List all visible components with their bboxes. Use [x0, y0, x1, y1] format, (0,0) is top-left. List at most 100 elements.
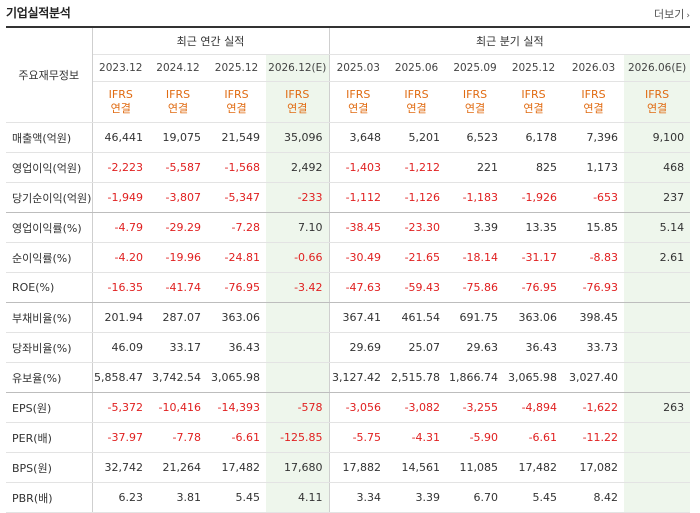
value-cell: -75.86: [446, 272, 505, 303]
row-label: BPS(원): [6, 452, 93, 483]
row-label: 매출액(억원): [6, 122, 93, 153]
value-cell: -2,223: [92, 152, 149, 183]
value-cell: 13.35: [504, 212, 564, 243]
more-link[interactable]: 더보기 ›: [654, 6, 690, 22]
value-cell: [624, 452, 691, 483]
value-cell: -31.17: [504, 242, 564, 273]
table-row: 영업이익률(%) -4.79 -29.29 -7.28 7.10 -38.45 -23.30…: [6, 212, 691, 243]
period-header: 2026.03: [563, 54, 625, 82]
row-label: 영업이익(억원): [6, 152, 93, 183]
basis-standard: IFRS: [285, 88, 310, 101]
value-cell: -76.93: [563, 272, 625, 303]
value-cell: 32,742: [92, 452, 149, 483]
value-cell: -5,372: [92, 392, 149, 423]
row-label: PER(배): [6, 422, 93, 453]
value-cell: 17,482: [504, 452, 564, 483]
value-cell: 237: [624, 182, 691, 213]
basis-header: IFRS 연결: [149, 81, 207, 123]
basis-consolidated: 연결: [226, 102, 247, 115]
value-cell: -233: [266, 182, 330, 213]
basis-consolidated: 연결: [406, 102, 427, 115]
value-cell: -41.74: [149, 272, 207, 303]
value-cell: 25.07: [387, 332, 447, 363]
value-cell: -1,622: [563, 392, 625, 423]
financial-table: 주요재무정보 최근 연간 실적 최근 분기 실적 2023.12 2024.12 2025…: [6, 26, 691, 513]
value-cell: 7.10: [266, 212, 330, 243]
value-cell: 6,178: [504, 122, 564, 153]
value-cell: -6.61: [504, 422, 564, 453]
value-cell: 17,882: [328, 452, 388, 483]
value-cell: [624, 332, 691, 363]
value-cell: -4.20: [92, 242, 149, 273]
basis-standard: IFRS: [224, 88, 249, 101]
value-cell: -37.97: [92, 422, 149, 453]
value-cell: -3,056: [328, 392, 388, 423]
value-cell: 2.61: [624, 242, 691, 273]
value-cell: -1,112: [328, 182, 388, 213]
value-cell: -47.63: [328, 272, 388, 303]
value-cell: 1,173: [563, 152, 625, 183]
basis-standard: IFRS: [404, 88, 429, 101]
period-header: 2025.09: [446, 54, 505, 82]
basis-header: IFRS 연결: [266, 81, 330, 123]
value-cell: -578: [266, 392, 330, 423]
value-cell: -16.35: [92, 272, 149, 303]
value-cell: 2,492: [266, 152, 330, 183]
value-cell: [624, 362, 691, 393]
value-cell: [266, 362, 330, 393]
value-cell: 46,441: [92, 122, 149, 153]
basis-standard: IFRS: [644, 88, 670, 101]
header-row-periods: 2023.12 2024.12 2025.12 2026.12(E) 2025.03 20…: [6, 54, 691, 82]
basis-consolidated: 연결: [348, 102, 369, 115]
basis-consolidated: 연결: [167, 102, 189, 115]
basis-header: IFRS 연결: [328, 81, 388, 123]
value-cell: 33.73: [563, 332, 625, 363]
period-header: 2025.12: [207, 54, 266, 82]
header-row-basis: IFRS 연결 IFRS 연결 IFRS 연결 IFRS 연결 IFRS 연결 IFRS 연결 IFRS…: [6, 81, 691, 123]
basis-consolidated: 연결: [110, 102, 131, 115]
table-row: 순이익률(%) -4.20 -19.96 -24.81 -0.66 -30.49 -21.6…: [6, 242, 691, 273]
value-cell: 5,201: [387, 122, 447, 153]
value-cell: 363.06: [504, 302, 564, 333]
value-cell: 3,065.98: [504, 362, 564, 393]
value-cell: 9,100: [624, 122, 691, 153]
value-cell: 363.06: [207, 302, 266, 333]
value-cell: -76.95: [207, 272, 266, 303]
header-row-groups: 주요재무정보 최근 연간 실적 최근 분기 실적: [6, 27, 691, 123]
value-cell: [624, 422, 691, 453]
table-row: 당기순이익(억원) -1,949 -3,807 -5,347 -233 -1,112 -1,…: [6, 182, 691, 213]
value-cell: -19.96: [149, 242, 207, 273]
value-cell: -24.81: [207, 242, 266, 273]
value-cell: 7,396: [563, 122, 625, 153]
basis-standard: IFRS: [165, 88, 191, 101]
value-cell: 3,065.98: [207, 362, 266, 393]
value-cell: 3.39: [446, 212, 505, 243]
period-header: 2023.12: [92, 54, 149, 82]
value-cell: 6,523: [446, 122, 505, 153]
value-cell: 287.07: [149, 302, 207, 333]
basis-standard: IFRS: [521, 88, 546, 101]
row-label: 당좌비율(%): [6, 332, 93, 363]
period-header: 2024.12: [149, 54, 207, 82]
basis-consolidated: 연결: [287, 102, 308, 115]
value-cell: -59.43: [387, 272, 447, 303]
value-cell: 468: [624, 152, 691, 183]
more-label[interactable]: 더보기: [654, 8, 685, 21]
value-cell: -4.31: [387, 422, 447, 453]
value-cell: -1,403: [328, 152, 388, 183]
basis-header: IFRS 연결: [387, 81, 447, 123]
row-label: 부채비율(%): [6, 302, 93, 333]
value-cell: 36.43: [207, 332, 266, 363]
corner-header: 주요재무정보: [6, 27, 93, 123]
value-cell: -4,894: [504, 392, 564, 423]
value-cell: -5,347: [207, 182, 266, 213]
value-cell: -6.61: [207, 422, 266, 453]
value-cell: 5.14: [624, 212, 691, 243]
value-cell: -76.95: [504, 272, 564, 303]
chevron-right-icon: ›: [686, 11, 690, 21]
value-cell: [266, 332, 330, 363]
value-cell: -38.45: [328, 212, 388, 243]
value-cell: -21.65: [387, 242, 447, 273]
period-header: 2026.12(E): [266, 54, 330, 82]
value-cell: -3.42: [266, 272, 330, 303]
